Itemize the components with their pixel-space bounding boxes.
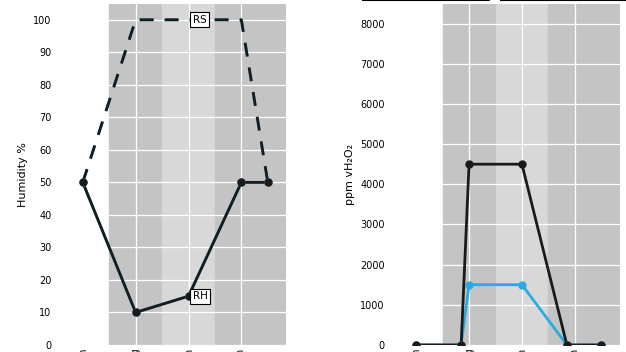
- Bar: [390, 4, 443, 345]
- Bar: [496, 4, 548, 345]
- Text: RH: RH: [193, 291, 208, 301]
- Y-axis label: Humidity %: Humidity %: [18, 142, 28, 207]
- Bar: [162, 4, 215, 345]
- Bar: [548, 4, 620, 345]
- Bar: [56, 4, 109, 345]
- Y-axis label: ppm vH₂O₂: ppm vH₂O₂: [345, 144, 355, 205]
- Bar: [443, 4, 496, 345]
- Bar: [109, 4, 162, 345]
- Text: RS: RS: [193, 15, 207, 25]
- Bar: [215, 4, 286, 345]
